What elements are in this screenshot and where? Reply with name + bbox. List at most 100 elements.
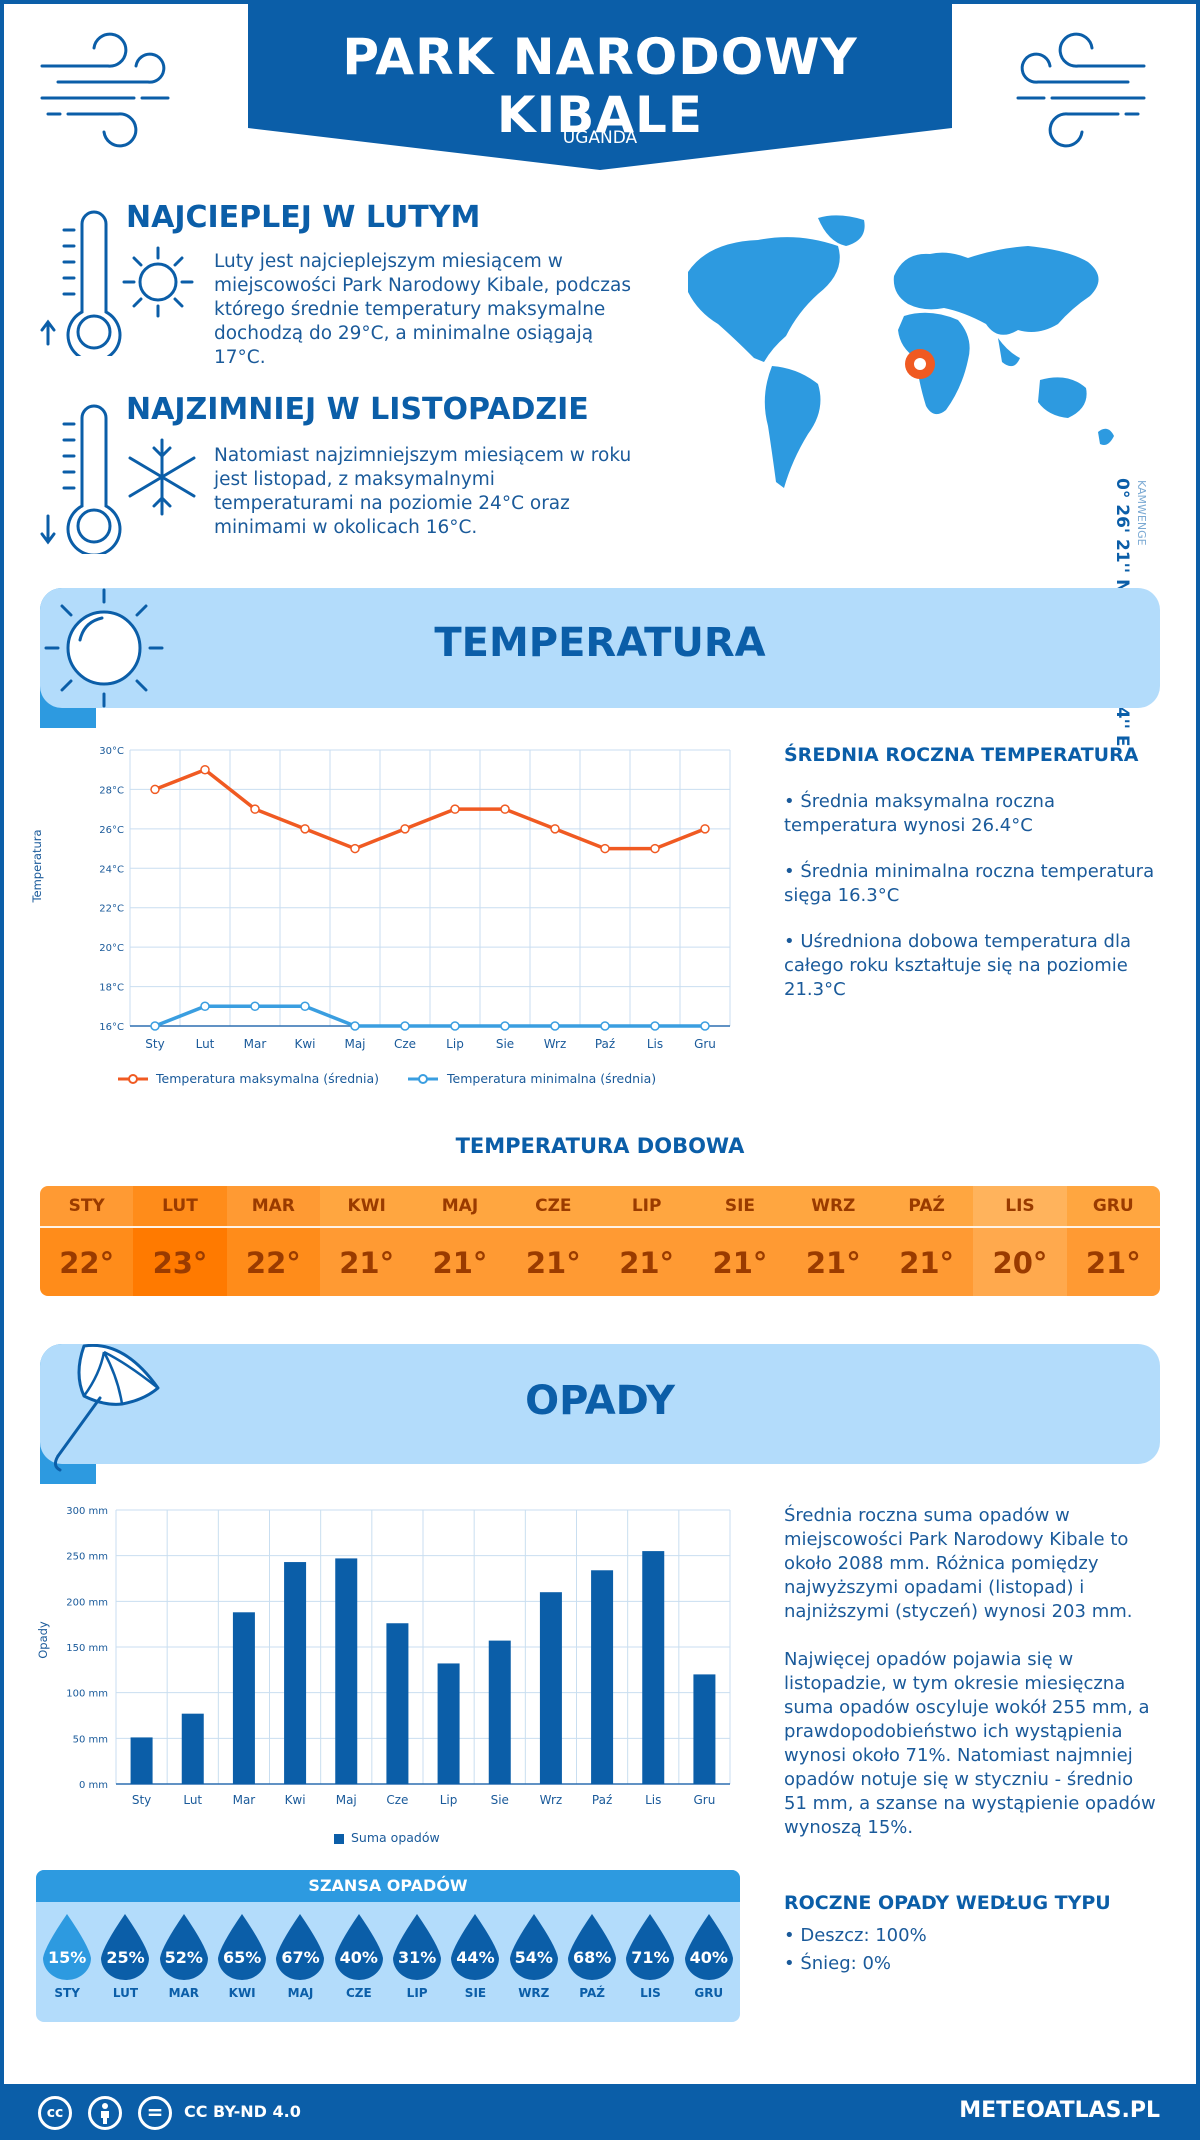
precip-chance-value: 68% bbox=[572, 1948, 612, 1967]
precipitation-chart: 0 mm 50 mm 100 mm 150 mm 200 mm 250 mm 300 mm S… bbox=[66, 1506, 731, 1807]
precip-chance-month: GRU bbox=[694, 1986, 724, 2000]
daily-temp-column: CZE 21° bbox=[506, 1186, 600, 1296]
precip-chance-value: 52% bbox=[164, 1948, 203, 1967]
temp-x-tick: Mar bbox=[244, 1037, 267, 1051]
precip-bar bbox=[539, 1592, 562, 1784]
daily-month-label: LIS bbox=[973, 1186, 1067, 1226]
temp-y-tick: 30°C bbox=[99, 746, 124, 757]
region-label: KAMWENGE bbox=[1135, 480, 1148, 546]
temp-x-tick: Paź bbox=[595, 1037, 615, 1051]
precip-chance-value: 44% bbox=[456, 1948, 495, 1967]
raindrop-icon bbox=[276, 1914, 325, 1980]
temp-max-point bbox=[700, 824, 710, 834]
raindrop-icon bbox=[509, 1914, 558, 1980]
precip-x-tick: Sie bbox=[491, 1793, 509, 1807]
warmest-title: NAJCIEPLEJ W LUTYM bbox=[126, 200, 481, 235]
daily-temp-value: 22° bbox=[40, 1226, 134, 1296]
temp-max-point bbox=[400, 824, 410, 834]
precip-chance-value: 54% bbox=[514, 1948, 553, 1967]
precip-detail-line: prawdopodobieństwo ich wystąpienia bbox=[784, 1721, 1123, 1742]
page-title: PARK NARODOWY KIBALE bbox=[342, 28, 858, 144]
temp-y-tick: 22°C bbox=[99, 904, 124, 915]
temp-min-point bbox=[650, 1021, 660, 1031]
temp-band bbox=[40, 588, 1160, 708]
temp-x-tick: Sie bbox=[496, 1037, 514, 1051]
daily-month-label: MAJ bbox=[413, 1186, 507, 1226]
precip-x-tick: Gru bbox=[693, 1793, 715, 1807]
daily-temp-value: 21° bbox=[693, 1226, 787, 1296]
raindrop-icon bbox=[451, 1914, 500, 1980]
precip-chance-value: 25% bbox=[106, 1948, 145, 1967]
daily-month-label: LIP bbox=[599, 1186, 694, 1226]
country-label: UGANDA bbox=[562, 128, 638, 148]
legend-precip-label: Suma opadów bbox=[351, 1830, 440, 1845]
precip-summary-line: około 2088 mm. Różnica pomiędzy bbox=[784, 1553, 1099, 1574]
precip-chance-item: 25% LUT bbox=[96, 1912, 154, 2000]
temp-min-point bbox=[600, 1021, 610, 1031]
precip-chance-value: 40% bbox=[689, 1948, 728, 1967]
daily-month-label: SIE bbox=[693, 1186, 787, 1226]
precip-bar bbox=[693, 1674, 716, 1784]
temp-x-tick: Lis bbox=[647, 1037, 663, 1051]
precip-x-tick: Cze bbox=[386, 1793, 408, 1807]
temp-min-point bbox=[300, 1001, 310, 1012]
precip-y-tick: 0 mm bbox=[79, 1780, 108, 1791]
precip-chance-item: 15% STY bbox=[38, 1912, 96, 2000]
precip-chance-value: 71% bbox=[631, 1948, 670, 1967]
precip-chance-box: SZANSA OPADÓW 15% STY 25% LUT 52% MAR 65% KWI 67… bbox=[36, 1870, 740, 2022]
precip-band bbox=[40, 1344, 1160, 1464]
temp-x-tick: Wrz bbox=[544, 1037, 567, 1051]
precip-chance-item: 65% KWI bbox=[213, 1912, 271, 2000]
precip-axis-label: Opady bbox=[36, 1621, 50, 1659]
daily-temp-value: 23° bbox=[133, 1226, 227, 1296]
raindrop-icon bbox=[393, 1914, 442, 1980]
raindrop-icon bbox=[101, 1914, 150, 1980]
precip-bar bbox=[488, 1640, 511, 1784]
temp-max-point bbox=[550, 824, 560, 834]
temp-max-point bbox=[600, 843, 610, 854]
daily-temp-value: 21° bbox=[599, 1226, 694, 1296]
precip-chance-item: 40% GRU bbox=[680, 1912, 738, 2000]
precip-detail-line: suma opadów oscyluje wokół 255 mm, a bbox=[784, 1697, 1150, 1718]
daily-month-label: LUT bbox=[133, 1186, 227, 1226]
temperature-title: TEMPERATURA bbox=[434, 620, 766, 666]
temp-y-tick: 16°C bbox=[99, 1022, 124, 1033]
precip-x-tick: Paź bbox=[592, 1793, 612, 1807]
site-link[interactable]: METEOATLAS.PL bbox=[959, 2098, 1160, 2123]
temp-x-tick: Cze bbox=[394, 1037, 416, 1051]
temp-x-tick: Lip bbox=[446, 1037, 464, 1051]
precip-y-tick: 300 mm bbox=[66, 1506, 108, 1517]
daily-temp-column: MAJ 21° bbox=[413, 1186, 507, 1296]
daily-temp-table: STY 22° LUT 23° MAR 22° KWI 21° MAJ 21° CZE 21° LIP 2… bbox=[40, 1186, 1160, 1296]
temp-y-tick: 18°C bbox=[99, 983, 124, 994]
temp-min-point bbox=[700, 1021, 710, 1031]
license-label: CC BY-ND 4.0 bbox=[184, 2102, 301, 2121]
daily-month-label: STY bbox=[40, 1186, 134, 1226]
wind-icon-right bbox=[1016, 32, 1146, 148]
daily-month-label: CZE bbox=[506, 1186, 600, 1226]
raindrop-icon bbox=[159, 1914, 208, 1980]
precip-summary-line: Średnia roczna suma opadów w bbox=[784, 1505, 1070, 1526]
daily-temp-value: 21° bbox=[879, 1226, 974, 1296]
daily-temp-value: 21° bbox=[413, 1226, 507, 1296]
temp-max-point bbox=[350, 843, 360, 854]
temp-x-tick: Sty bbox=[145, 1037, 164, 1051]
temp-max-point bbox=[200, 764, 210, 775]
precip-detail-line: wynoszą 15%. bbox=[784, 1817, 914, 1838]
snow-share: • Śnieg: 0% bbox=[784, 1953, 892, 1974]
daily-month-label: MAR bbox=[226, 1186, 320, 1226]
temp-max-point bbox=[450, 804, 460, 814]
temp-y-tick: 26°C bbox=[99, 825, 124, 836]
annual-temp-title: ŚREDNIA ROCZNA TEMPERATURA bbox=[784, 744, 1139, 766]
temp-x-tick: Kwi bbox=[294, 1037, 315, 1051]
daily-temp-value: 21° bbox=[506, 1226, 600, 1296]
daily-temp-column: SIE 21° bbox=[693, 1186, 787, 1296]
temp-max-line bbox=[154, 767, 706, 851]
precip-x-tick: Lip bbox=[440, 1793, 458, 1807]
precip-x-tick: Maj bbox=[336, 1793, 357, 1807]
raindrop-icon bbox=[568, 1914, 617, 1980]
thermometer-snowflake-icon bbox=[40, 404, 196, 554]
temperature-chart: 16°C 18°C 20°C 22°C 24°C 26°C 28°C 30°C Sty Lut Ma… bbox=[99, 746, 731, 1051]
daily-temp-column: STY 22° bbox=[40, 1186, 134, 1296]
temp-max-point bbox=[250, 804, 260, 814]
